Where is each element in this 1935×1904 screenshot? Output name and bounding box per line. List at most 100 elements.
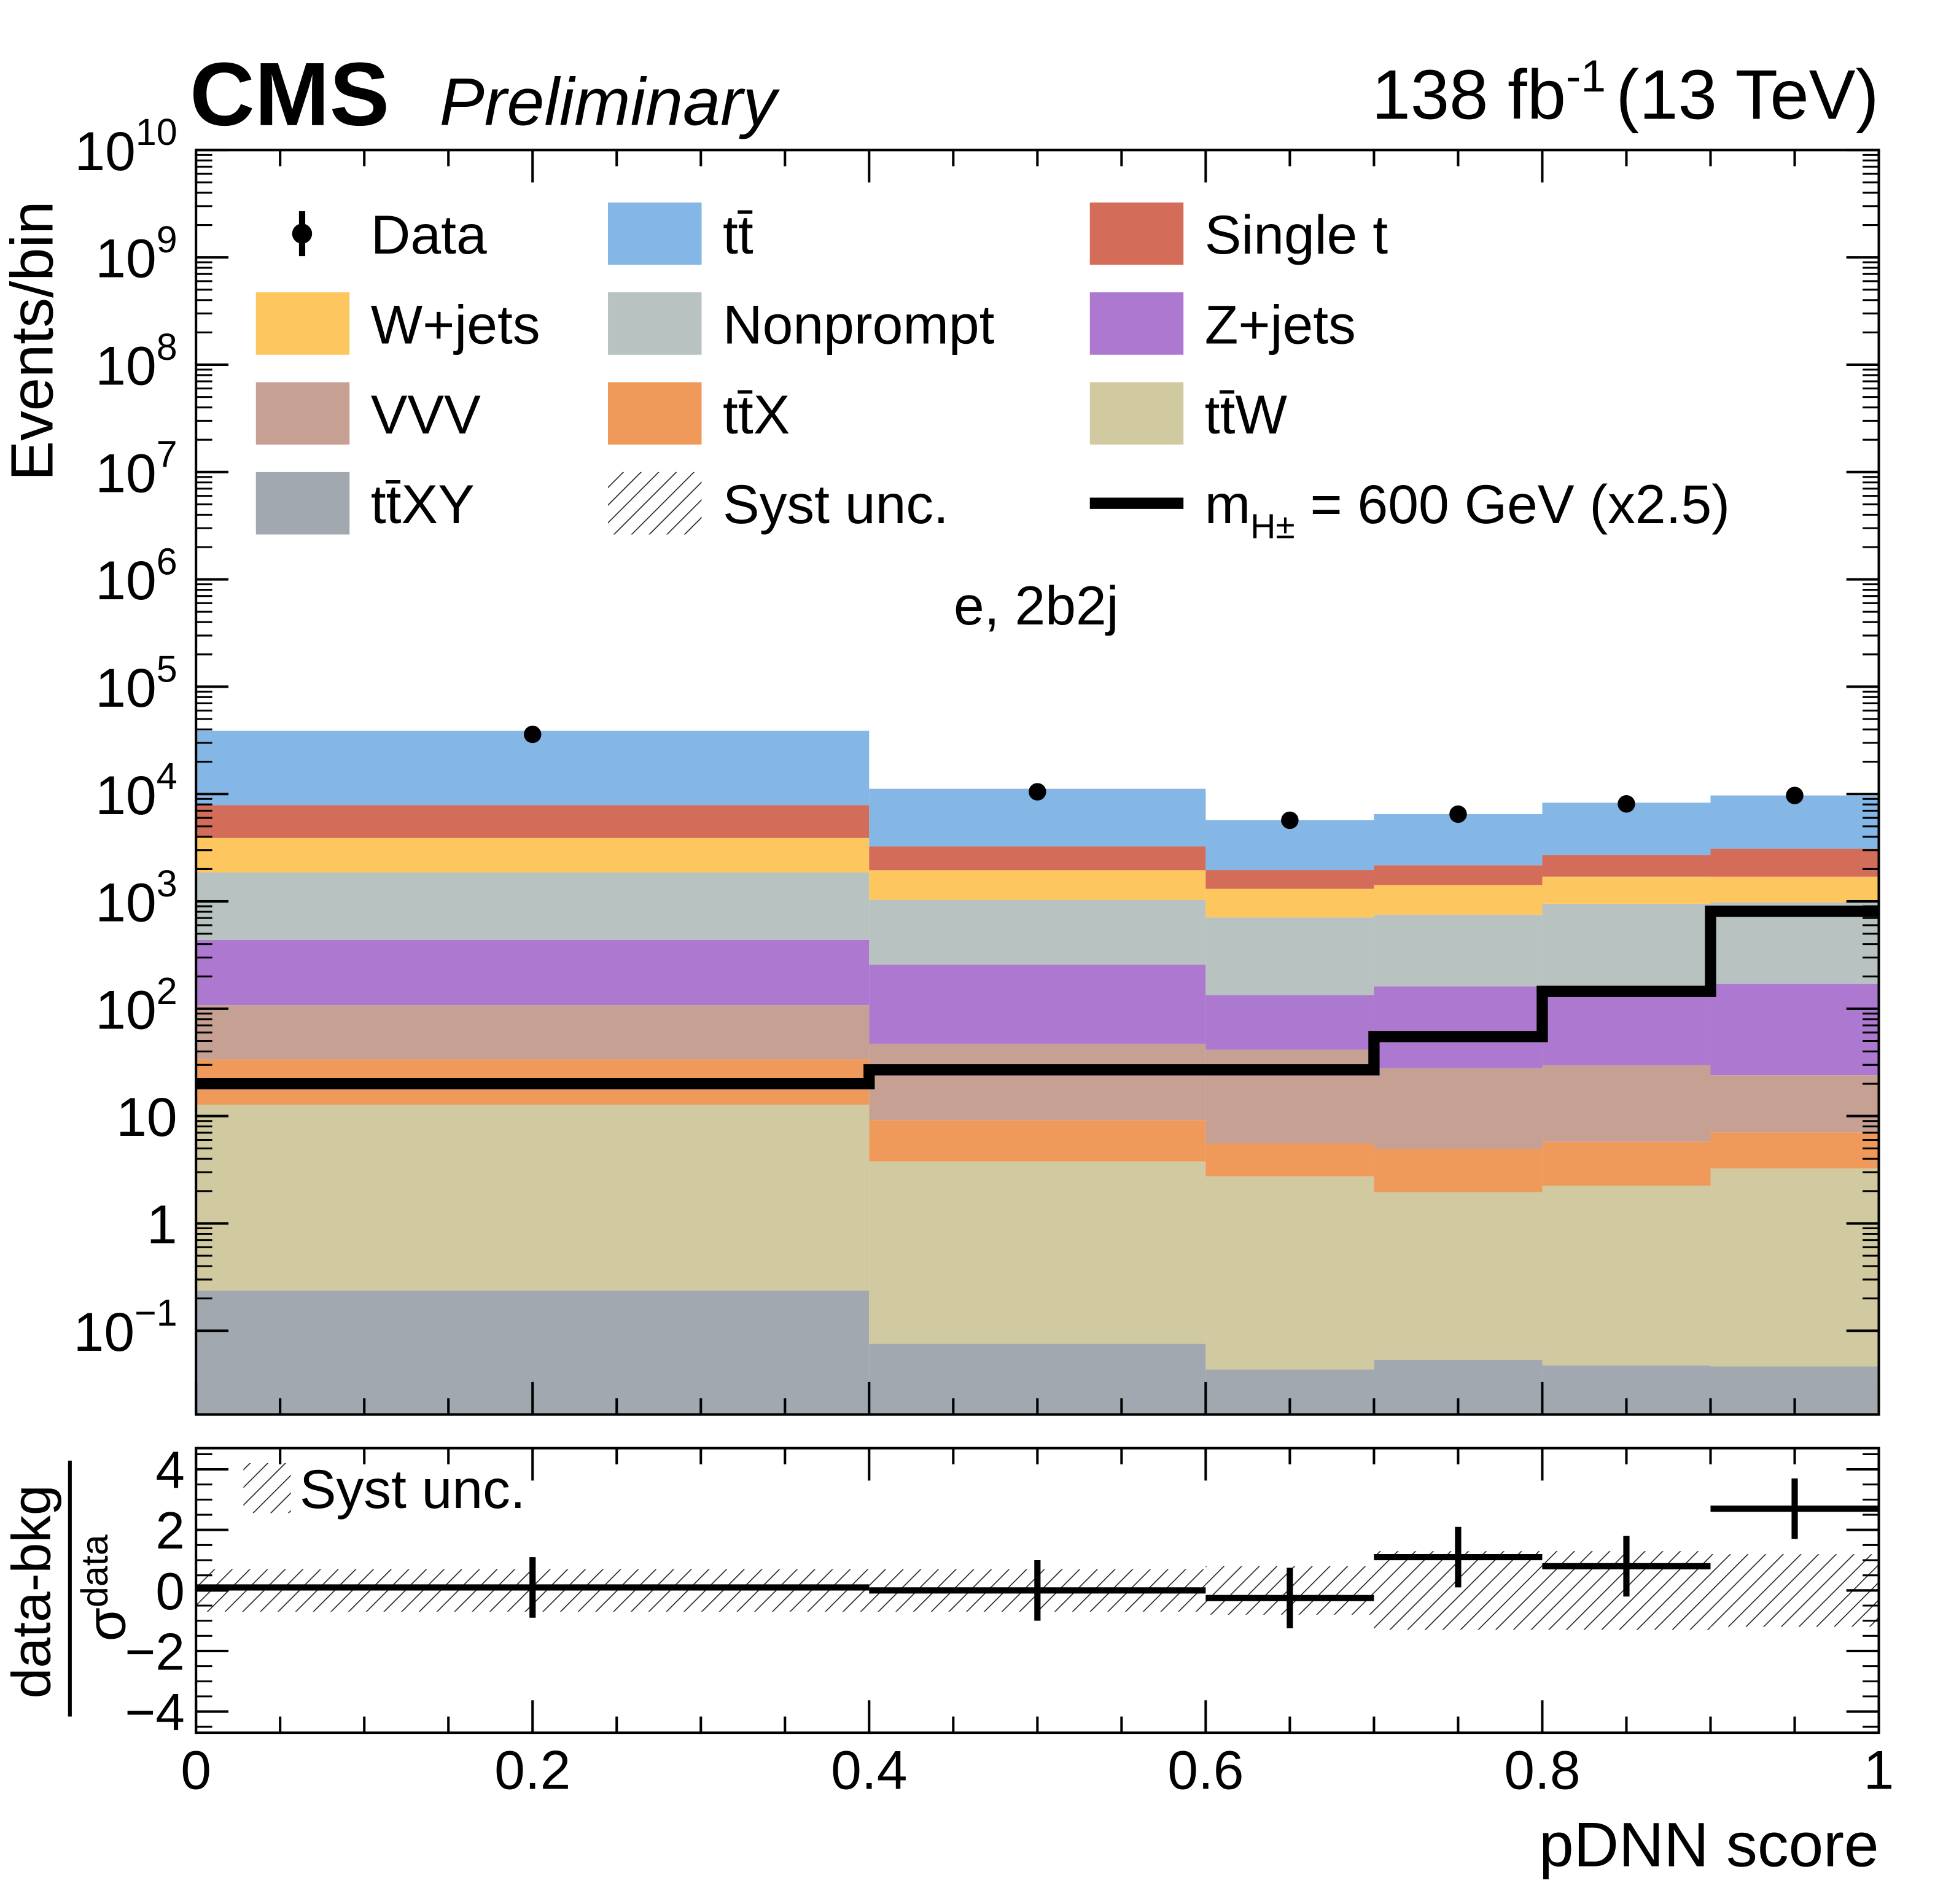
data-point — [1449, 805, 1467, 823]
y-tick-exponent: 3 — [157, 863, 177, 904]
legend-swatch — [255, 292, 350, 355]
y-tick-exponent: 7 — [157, 433, 177, 475]
ratio-y-label-sub: data — [74, 1534, 115, 1607]
legend-label: VVV — [371, 384, 481, 445]
y-tick-base: 10 — [95, 872, 156, 933]
y-tick-base: 10 — [74, 1301, 134, 1362]
y-tick-label: 106 — [95, 540, 177, 611]
stack-bar-ttw — [869, 1161, 1206, 1344]
stack-bar-z-jets — [1374, 986, 1543, 1068]
y-tick-base: 10 — [95, 550, 156, 611]
data-point — [524, 725, 542, 744]
legend-entry: Z+jets — [1089, 292, 1356, 355]
stack-bar-ttw — [1374, 1192, 1543, 1360]
legend-label: Z+jets — [1205, 293, 1356, 355]
y-tick-label: 102 — [95, 970, 177, 1041]
legend-swatch — [608, 292, 702, 355]
cms-label: CMS — [190, 45, 389, 145]
stack-bar-single-t — [1205, 870, 1374, 889]
y-tick-label: 1010 — [74, 111, 177, 182]
legend-swatch — [255, 472, 350, 535]
legend-label: tt̄W — [1205, 384, 1288, 445]
stack-bar-nonprompt — [1542, 903, 1711, 987]
ratio-legend-label: Syst unc. — [300, 1458, 526, 1520]
ratio-y-tick-label: 0 — [155, 1563, 184, 1621]
legend-entry: tt̄X — [608, 382, 790, 445]
data-point — [1618, 795, 1635, 813]
y-tick-exponent: 6 — [157, 540, 177, 582]
stack-bar-w-jets — [1205, 888, 1374, 918]
ratio-y-tick-label: 4 — [155, 1442, 184, 1500]
stack-bar-single-t — [196, 805, 870, 838]
stack-bar-ttx — [1205, 1143, 1374, 1176]
legend-entry: Nonprompt — [608, 292, 995, 355]
ratio-y-tick-label: −2 — [125, 1623, 185, 1681]
legend-entry: tt̄W — [1089, 382, 1288, 445]
y-tick-label: 109 — [95, 219, 177, 289]
legend-label-text: tt̄XY — [371, 473, 475, 535]
stack-bar-vvv — [1710, 1075, 1879, 1133]
legend-swatch — [1089, 292, 1184, 355]
legend-label: tt̄XY — [371, 473, 475, 535]
stack-bar-vvv — [1205, 1049, 1374, 1144]
stack-bar-nonprompt — [1205, 917, 1374, 995]
y-tick-exponent: 5 — [157, 648, 177, 690]
y-tick-base: 10 — [95, 442, 156, 503]
stack-bar-ttx — [869, 1120, 1206, 1162]
stack-bar-tt — [1710, 795, 1879, 849]
stack-bar-ttw — [1542, 1186, 1711, 1366]
legend-label-text: VVV — [371, 384, 481, 445]
stack-bar-w-jets — [1710, 876, 1879, 903]
y-tick-label: 104 — [95, 755, 177, 826]
category-label: e, 2b2j — [954, 575, 1119, 636]
y-tick-base: 10 — [95, 335, 156, 397]
legend-label: tt̄ — [723, 204, 753, 265]
legend-entry: tt̄XY — [255, 472, 475, 535]
stack-bar-single-t — [1542, 855, 1711, 877]
stack-bar-z-jets — [869, 965, 1206, 1044]
y-tick-label: 10−1 — [74, 1292, 177, 1362]
energy-label: (13 TeV) — [1616, 56, 1879, 134]
y-tick-label: 108 — [95, 326, 177, 397]
legend-label: Data — [371, 204, 487, 265]
legend-label-text: Syst unc. — [723, 473, 949, 535]
legend-swatch — [608, 382, 702, 445]
legend-swatch — [1089, 202, 1184, 265]
y-tick-base: 1 — [147, 1194, 177, 1255]
legend-label-text: W+jets — [371, 293, 540, 355]
stack-bar-z-jets — [1542, 986, 1711, 1065]
y-tick-base: 10 — [116, 1086, 177, 1148]
y-tick-exponent: 4 — [157, 755, 177, 797]
x-tick-label: 0.6 — [1167, 1739, 1244, 1801]
x-tick-label: 0 — [181, 1739, 211, 1801]
legend-entry: mH± = 600 GeV (x2.5) — [1089, 473, 1730, 546]
stack-bar-ttx — [1374, 1149, 1543, 1192]
x-tick-label: 1 — [1864, 1739, 1894, 1801]
x-tick-label: 0.4 — [831, 1739, 907, 1801]
ratio-y-label-sigma: σ — [75, 1607, 136, 1641]
stack-bar-single-t — [1374, 865, 1543, 885]
stack-bar-w-jets — [869, 870, 1206, 900]
stack-bar-z-jets — [196, 939, 870, 1006]
legend-label: tt̄X — [723, 384, 790, 445]
legend-entry: VVV — [255, 382, 481, 445]
legend-entry: tt̄ — [608, 202, 753, 265]
y-tick-exponent: 10 — [136, 111, 177, 153]
legend-label-text: m — [1205, 473, 1251, 535]
legend-entry: Syst unc. — [608, 472, 949, 535]
legend-label-sub: H± — [1250, 507, 1295, 546]
stack-bar-ttx — [1710, 1132, 1879, 1169]
legend-label-text: tt̄W — [1205, 384, 1288, 445]
legend-label-text: Data — [371, 204, 487, 265]
y-tick-label: 1 — [147, 1194, 177, 1255]
y-tick-exponent: 2 — [157, 970, 177, 1012]
legend-label-text: tt̄ — [723, 204, 753, 265]
stack-bar-single-t — [869, 846, 1206, 871]
x-tick-label: 0.2 — [494, 1739, 570, 1801]
lumi-unit-exp: -1 — [1566, 51, 1606, 101]
stack-bar-vvv — [1542, 1065, 1711, 1142]
main-plot: 101010910810710610510410310210110−1Event… — [0, 111, 1880, 1416]
data-point — [1786, 787, 1804, 804]
